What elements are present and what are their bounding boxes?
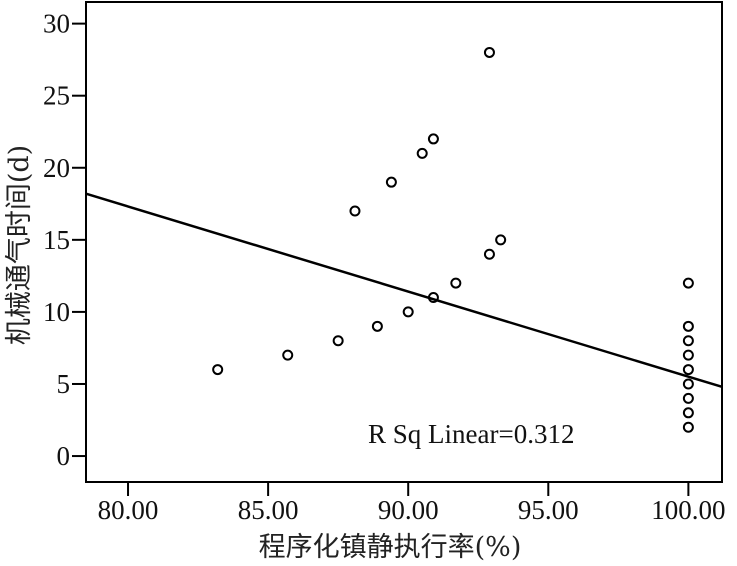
plot-frame	[85, 1, 723, 483]
data-point	[402, 306, 414, 318]
y-tick-label: 30	[43, 9, 70, 39]
data-point	[212, 364, 224, 376]
data-point	[682, 421, 694, 433]
r-squared-annotation: R Sq Linear=0.312	[368, 419, 574, 449]
y-tick-label: 0	[57, 441, 71, 471]
data-point	[371, 320, 383, 332]
fit-line	[85, 192, 723, 389]
y-tick-label: 5	[57, 369, 71, 399]
data-point	[682, 277, 694, 289]
data-point	[427, 133, 439, 145]
data-point	[682, 407, 694, 419]
y-axis: 0 5 10 15 20 25 30	[43, 9, 86, 471]
data-point	[416, 147, 428, 159]
data-point	[682, 378, 694, 390]
data-point	[682, 320, 694, 332]
data-point	[427, 291, 439, 303]
data-point	[483, 46, 495, 58]
x-tick-label: 90.00	[378, 495, 439, 525]
y-axis-title: 机械通气时间(d)	[4, 145, 35, 345]
data-point	[682, 349, 694, 361]
data-point	[483, 248, 495, 260]
data-point	[682, 392, 694, 404]
y-tick-label: 10	[43, 297, 70, 327]
x-tick-label: 100.00	[651, 495, 725, 525]
x-tick-label: 80.00	[98, 495, 159, 525]
x-axis-title: 程序化镇静执行率(%)	[259, 532, 522, 563]
x-axis: 80.00 85.00 90.00 95.00 100.00	[98, 482, 726, 525]
data-point	[682, 364, 694, 376]
x-tick-label: 85.00	[238, 495, 299, 525]
y-tick-label: 20	[43, 153, 70, 183]
data-point	[682, 335, 694, 347]
x-tick-label: 95.00	[518, 495, 579, 525]
data-point	[450, 277, 462, 289]
y-tick-label: 25	[43, 81, 70, 111]
data-points	[212, 46, 694, 433]
data-point	[385, 176, 397, 188]
data-point	[349, 205, 361, 217]
data-point	[332, 335, 344, 347]
data-point	[282, 349, 294, 361]
data-point	[495, 234, 507, 246]
y-tick-label: 15	[43, 225, 70, 255]
